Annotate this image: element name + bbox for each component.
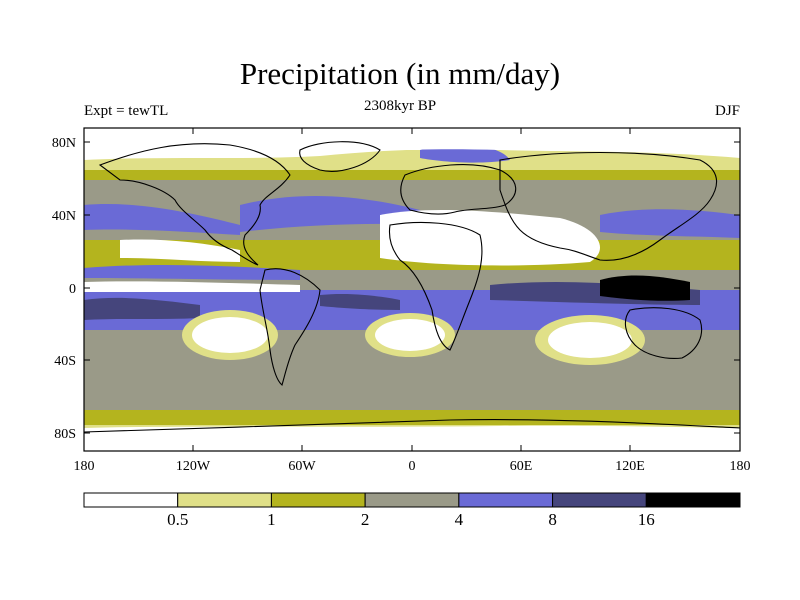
lat-tick-label: 0 <box>69 282 76 297</box>
colorbar: 0.5 1 2 4 8 16 <box>83 492 741 529</box>
lat-tick-label: 80S <box>54 427 76 442</box>
time-label: 2308kyr BP <box>363 98 437 114</box>
lon-tick-label: 120E <box>615 459 645 474</box>
map-title: Precipitation (in mm/day) <box>239 56 561 91</box>
colorbar-label: 16 <box>638 510 655 529</box>
lon-tick-label: 60E <box>510 459 533 474</box>
colorbar-swatch <box>364 492 460 508</box>
colorbar-swatch <box>270 492 366 508</box>
colorbar-label: 4 <box>455 510 464 529</box>
lon-axis: 180 120W 60W 0 60E 120E 180 <box>74 128 751 474</box>
lon-tick-label: 0 <box>409 459 416 474</box>
precip-field <box>84 128 740 451</box>
colorbar-label: 0.5 <box>167 510 188 529</box>
lon-tick-label: 180 <box>74 459 95 474</box>
experiment-label: Expt = tewTL <box>84 103 169 119</box>
lat-tick-label: 40N <box>52 209 76 224</box>
lat-tick-label: 80N <box>52 136 76 151</box>
colorbar-label: 8 <box>548 510 557 529</box>
colorbar-swatch <box>83 492 179 508</box>
lon-tick-label: 120W <box>176 459 211 474</box>
coastlines <box>84 141 740 433</box>
lat-axis: 80N 40N 0 40S 80S <box>52 136 740 442</box>
colorbar-label: 1 <box>267 510 276 529</box>
colorbar-swatch <box>645 492 741 508</box>
lon-tick-label: 60W <box>288 459 316 474</box>
colorbar-swatch <box>552 492 647 508</box>
colorbar-swatch <box>458 492 554 508</box>
lat-tick-label: 40S <box>54 354 76 369</box>
season-label: DJF <box>714 103 740 119</box>
lon-tick-label: 180 <box>730 459 751 474</box>
colorbar-label: 2 <box>361 510 370 529</box>
colorbar-swatch <box>177 492 272 508</box>
